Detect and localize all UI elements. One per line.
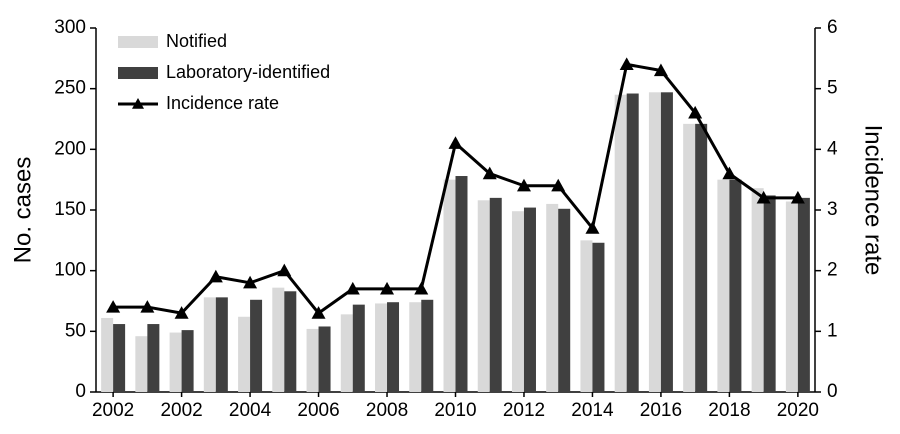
bar — [169, 332, 182, 392]
marker — [756, 190, 771, 204]
bar — [489, 197, 502, 392]
marker — [516, 178, 531, 192]
bar — [546, 203, 559, 392]
bar — [340, 314, 353, 392]
x-tick-label: 2002 — [92, 400, 134, 421]
marker — [482, 166, 497, 180]
x-tick-label: 2002 — [160, 400, 202, 421]
y2-tick-label: 3 — [827, 199, 838, 220]
x-tick-label: 2008 — [366, 400, 408, 421]
bar — [763, 195, 776, 392]
y-tick-label: 200 — [54, 138, 86, 159]
bar — [660, 92, 673, 392]
bar — [648, 92, 661, 392]
x-tick-label: 2014 — [571, 400, 614, 421]
x-tick-label: 2020 — [777, 400, 819, 421]
y2-tick-label: 4 — [827, 138, 838, 159]
bar — [751, 188, 764, 392]
bar — [797, 197, 810, 392]
marker — [653, 63, 668, 77]
x-tick-label: 2006 — [297, 400, 339, 421]
bar — [113, 324, 126, 392]
y2-tick-label: 2 — [827, 260, 838, 281]
marker — [106, 300, 121, 313]
bar — [387, 302, 400, 392]
bar — [238, 316, 251, 392]
bar — [477, 200, 490, 392]
marker — [585, 221, 600, 234]
bar — [455, 176, 468, 392]
y-tick-label: 50 — [65, 320, 86, 341]
bar — [421, 299, 434, 392]
legend: Notified Laboratory-identified Incidence r… — [118, 31, 330, 113]
legend-swatch — [118, 67, 158, 79]
marker — [208, 269, 223, 283]
marker — [140, 300, 155, 313]
bar — [147, 324, 160, 392]
legend-label: Laboratory-identified — [166, 62, 330, 82]
bar — [580, 240, 593, 392]
y-tick-label: 300 — [54, 17, 86, 38]
legend-swatch — [118, 36, 158, 48]
marker — [414, 281, 429, 295]
y-tick-label: 100 — [54, 260, 86, 281]
bar — [318, 326, 331, 392]
bar — [511, 211, 524, 392]
bar — [375, 303, 388, 392]
bar — [203, 297, 216, 392]
y2-tick-label: 1 — [827, 320, 838, 341]
bar — [306, 328, 319, 392]
x-tick-label: 2010 — [434, 400, 476, 421]
bar — [181, 330, 194, 392]
x-tick-label: 2012 — [503, 400, 545, 421]
bar — [272, 287, 285, 392]
marker — [790, 190, 805, 204]
bar — [729, 179, 742, 392]
marker — [311, 306, 326, 319]
bar — [352, 304, 365, 392]
bar — [250, 299, 263, 392]
bar — [558, 208, 571, 392]
bar — [443, 179, 456, 392]
marker — [551, 178, 566, 192]
y2-axis-title: Incidence rate — [860, 125, 887, 276]
x-tick-label: 2018 — [708, 400, 750, 421]
bar — [785, 201, 798, 392]
marker — [174, 306, 189, 319]
bar — [626, 93, 639, 393]
y-axis-title: No. cases — [9, 157, 36, 264]
marker — [380, 281, 395, 295]
marker — [243, 275, 258, 289]
bar — [717, 179, 730, 392]
y-tick-label: 250 — [54, 78, 86, 99]
bar — [614, 94, 627, 392]
legend-label: Incidence rate — [166, 93, 279, 113]
y-tick-label: 150 — [54, 199, 86, 220]
marker — [345, 281, 360, 295]
legend-marker — [132, 98, 144, 109]
y2-tick-label: 5 — [827, 78, 838, 99]
bar — [409, 302, 422, 392]
bar — [135, 336, 148, 392]
bar — [215, 297, 228, 392]
bar — [523, 207, 536, 392]
marker — [277, 263, 292, 277]
legend-label: Notified — [166, 31, 227, 51]
x-tick-label: 2016 — [640, 400, 682, 421]
y2-tick-label: 6 — [827, 17, 838, 38]
marker — [722, 166, 737, 180]
bar — [284, 291, 297, 392]
bar — [101, 317, 114, 392]
bar — [592, 242, 605, 392]
marker — [619, 57, 634, 70]
bar — [695, 123, 708, 392]
y-tick-label: 0 — [75, 381, 86, 402]
bar — [683, 123, 696, 392]
marker — [688, 105, 703, 119]
marker — [448, 136, 463, 149]
y2-tick-label: 0 — [827, 381, 838, 402]
x-tick-label: 2004 — [229, 400, 272, 421]
